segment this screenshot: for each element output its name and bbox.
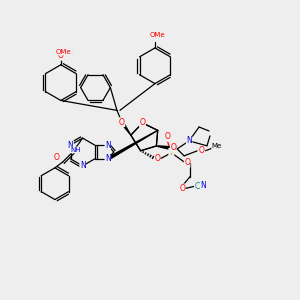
Text: O: O <box>154 154 160 163</box>
Text: O: O <box>119 118 125 127</box>
Text: Me: Me <box>212 143 222 149</box>
Text: O: O <box>179 184 185 193</box>
Text: N: N <box>105 154 111 164</box>
Text: N: N <box>80 161 86 170</box>
Polygon shape <box>121 122 131 135</box>
Text: O: O <box>184 158 190 167</box>
Text: C: C <box>194 182 200 191</box>
Text: N: N <box>68 140 74 149</box>
Text: O: O <box>199 146 205 155</box>
Text: O: O <box>164 132 170 141</box>
Text: O: O <box>140 118 146 127</box>
Text: O: O <box>170 143 176 152</box>
Text: N: N <box>200 181 206 190</box>
Text: N: N <box>186 136 192 146</box>
Text: O: O <box>170 143 176 152</box>
Text: O: O <box>54 153 60 162</box>
Polygon shape <box>156 146 170 149</box>
Text: NH: NH <box>70 147 81 153</box>
Text: N: N <box>105 140 111 149</box>
Text: P: P <box>169 148 174 157</box>
Text: -: - <box>70 50 72 56</box>
Text: OMe: OMe <box>150 32 166 38</box>
Text: O: O <box>140 118 146 127</box>
Polygon shape <box>107 130 158 160</box>
Text: OMe: OMe <box>56 49 72 55</box>
Text: O: O <box>58 51 64 60</box>
